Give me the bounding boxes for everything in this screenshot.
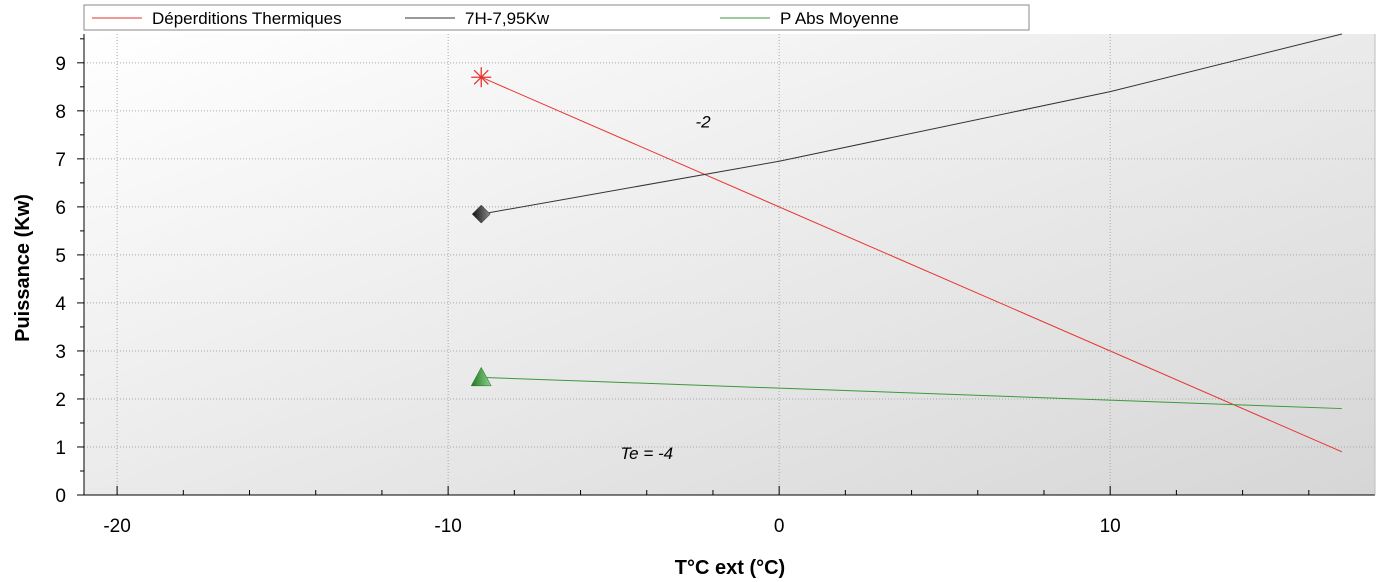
series-marker-diamond xyxy=(471,204,491,224)
x-tick-label: 0 xyxy=(774,516,785,537)
series-marker-triangle xyxy=(470,366,492,387)
x-tick-label: -10 xyxy=(434,516,461,537)
y-tick-label: 1 xyxy=(55,438,66,459)
y-tick-label: 7 xyxy=(55,150,66,171)
y-axis-title: Puissance (Kw) xyxy=(12,194,34,342)
grid xyxy=(84,34,1375,495)
x-tick-label: 10 xyxy=(1100,516,1121,537)
axes: -20 -10 0 10 0 1 2 3 4 5 6 7 8 9 xyxy=(55,34,1376,537)
legend-label: 7H-7,95Kw xyxy=(465,9,550,28)
series-line-1 xyxy=(481,33,1343,215)
y-tick-label: 2 xyxy=(55,390,66,411)
annotations: -2 Te = -4 xyxy=(620,113,711,463)
legend-label: Déperditions Thermiques xyxy=(152,9,342,28)
annotation-label: -2 xyxy=(695,113,711,132)
series-line-0 xyxy=(481,76,1343,453)
y-tick-label: 3 xyxy=(55,342,66,363)
legend: Déperditions Thermiques 7H-7,95Kw P Abs Mo… xyxy=(83,4,1030,31)
x-tick-label: -20 xyxy=(103,516,130,537)
y-tick-label: 8 xyxy=(55,102,66,123)
y-tick-label: 6 xyxy=(55,198,66,219)
y-tick-label: 9 xyxy=(55,54,66,75)
y-tick-label: 4 xyxy=(55,294,66,315)
x-axis-title: T°C ext (°C) xyxy=(675,557,785,579)
y-tick-label: 5 xyxy=(55,246,66,267)
legend-label: P Abs Moyenne xyxy=(780,9,899,28)
series-layer xyxy=(470,33,1343,453)
legend-box xyxy=(83,4,1030,31)
annotation-label: Te = -4 xyxy=(620,444,673,463)
plot-background xyxy=(84,34,1375,495)
series-marker-asterisk xyxy=(471,67,492,88)
y-tick-label: 0 xyxy=(55,486,66,507)
series-line-2 xyxy=(481,376,1342,410)
